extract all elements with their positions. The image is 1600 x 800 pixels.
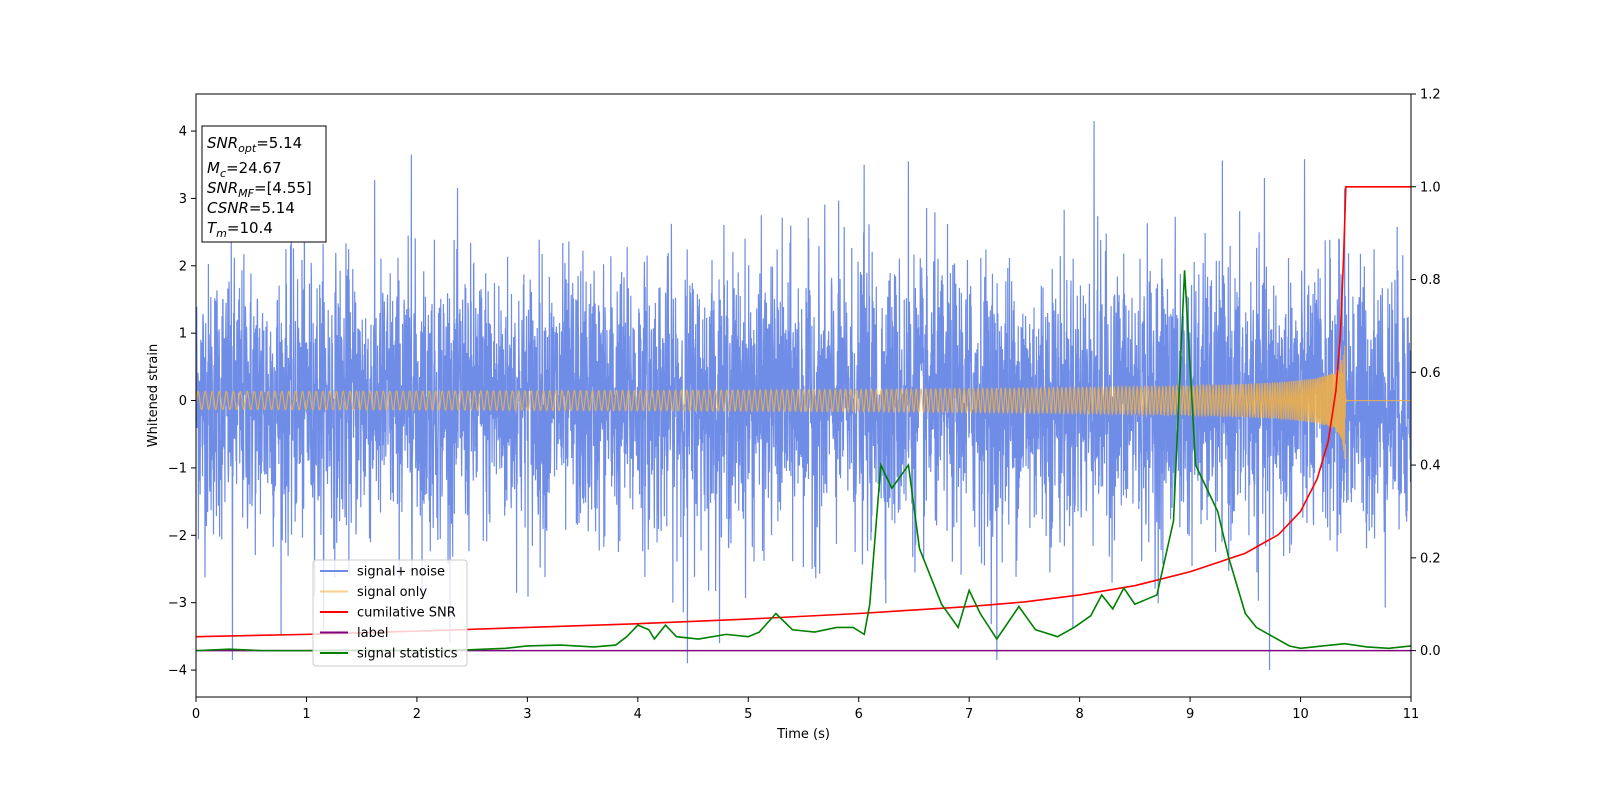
x-axis: 0 1 2 3 4 5 6 7 8 9 10 11: [192, 697, 1419, 722]
y2-tick-label: 0.8: [1420, 273, 1441, 288]
info-box-frame: [201, 125, 327, 243]
cumilative-snr-line: [195, 185, 1411, 638]
info-line: Mc=24.67: [207, 159, 282, 180]
y2-tick-label: 0.6: [1420, 366, 1441, 381]
x-tick-label: 6: [855, 707, 863, 722]
info-line: CSNR=5.14: [207, 199, 295, 217]
legend-frame: [312, 559, 468, 667]
y-tick-label: 2: [179, 259, 187, 274]
signal-noise-line: [195, 120, 1412, 671]
x-tick-label: 7: [965, 707, 973, 722]
legend-label: signal statistics: [357, 647, 458, 662]
y-tick-label: 0: [179, 394, 187, 409]
x-tick-label: 9: [1186, 707, 1194, 722]
x-tick-label: 0: [192, 707, 200, 722]
signal-statistics-line: [195, 270, 1412, 652]
y2-tick-label: 1.2: [1420, 88, 1441, 103]
x-tick-label: 8: [1075, 707, 1083, 722]
legend: signal+ noise signal only cumilative SNR la…: [312, 559, 468, 667]
y-tick-label: 1: [179, 327, 187, 342]
y-tick-label: −2: [168, 529, 187, 544]
x-tick-label: 4: [634, 707, 642, 722]
x-tick-label: 2: [413, 707, 421, 722]
y2-tick-label: 1.0: [1420, 180, 1441, 195]
y-axis-right: 0.0 0.2 0.4 0.6 0.8 1.0 1.2: [1411, 88, 1441, 659]
y-tick-label: −4: [168, 664, 187, 679]
x-tick-label: 1: [302, 707, 310, 722]
x-tick-label: 11: [1403, 707, 1420, 722]
y-tick-label: 4: [179, 125, 187, 140]
info-line: Tm=10.4: [207, 219, 273, 240]
y-tick-label: −1: [168, 461, 187, 476]
y-tick-label: 3: [179, 192, 187, 207]
y-axis-label: Whitened strain: [146, 344, 161, 447]
signal-noise-series: [195, 120, 1412, 671]
x-tick-label: 3: [523, 707, 531, 722]
legend-label: label: [357, 626, 388, 641]
info-box: SNRopt=5.14 Mc=24.67SNRMF=[4.55]CSNR=5.14…: [201, 125, 327, 243]
legend-label: cumilative SNR: [357, 606, 456, 621]
y2-tick-label: 0.4: [1420, 459, 1441, 474]
x-axis-label: Time (s): [776, 727, 830, 742]
signal-only-series: [195, 345, 1411, 460]
signal-only-line: [195, 345, 1411, 460]
x-tick-label: 5: [744, 707, 752, 722]
y2-tick-label: 0.2: [1420, 551, 1441, 566]
plot-frame: [195, 93, 1412, 698]
y-tick-label: −3: [168, 596, 187, 611]
y-axis-left: −4 −3 −2 −1 0 1 2 3 4: [168, 125, 196, 679]
info-line: SNRopt=5.14: [207, 134, 302, 155]
info-line: SNRMF=[4.55]: [207, 179, 312, 200]
legend-label: signal only: [357, 585, 427, 600]
y2-tick-label: 0.0: [1420, 644, 1441, 659]
legend-label: signal+ noise: [357, 565, 445, 580]
x-tick-label: 10: [1292, 707, 1309, 722]
